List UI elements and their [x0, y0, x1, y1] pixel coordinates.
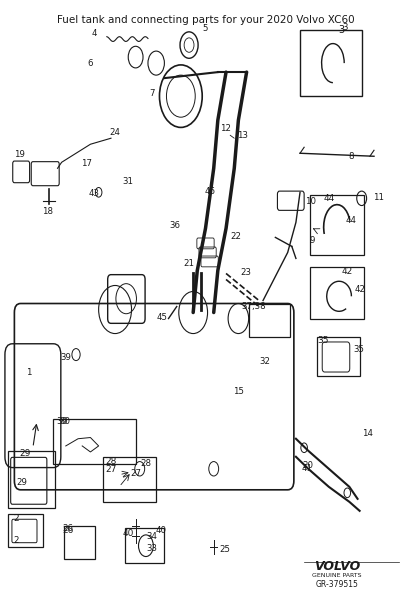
Text: 24: 24: [110, 128, 120, 136]
Text: VOLVO: VOLVO: [314, 560, 360, 573]
Text: 19: 19: [14, 150, 25, 159]
Text: 25: 25: [219, 546, 230, 554]
Text: 28: 28: [105, 457, 117, 466]
Text: 22: 22: [231, 232, 242, 240]
Text: 29: 29: [19, 450, 30, 458]
Text: 44: 44: [323, 194, 335, 203]
Text: 27: 27: [130, 469, 141, 478]
Text: 20: 20: [302, 462, 313, 470]
Text: 18: 18: [42, 207, 53, 216]
Text: 39: 39: [60, 353, 71, 362]
Text: 10: 10: [305, 197, 316, 206]
Text: 15: 15: [233, 388, 244, 396]
Text: 3: 3: [338, 25, 344, 35]
Text: 2: 2: [14, 537, 19, 545]
Text: 1: 1: [26, 368, 32, 377]
Text: 42: 42: [354, 285, 365, 294]
Text: 3: 3: [342, 23, 348, 31]
Text: 29: 29: [16, 478, 27, 486]
Text: Fuel tank and connecting parts for your 2020 Volvo XC60: Fuel tank and connecting parts for your …: [57, 15, 354, 25]
Text: 42: 42: [342, 267, 353, 276]
Text: 12: 12: [220, 124, 231, 132]
Text: 32: 32: [260, 358, 270, 366]
Text: 7: 7: [149, 89, 155, 97]
Text: 34: 34: [147, 532, 157, 540]
Text: 14: 14: [363, 430, 373, 438]
Text: 35: 35: [317, 337, 329, 345]
Text: 2: 2: [14, 514, 19, 522]
Text: 21: 21: [184, 259, 194, 267]
Text: 35: 35: [353, 346, 364, 354]
Text: 5: 5: [203, 24, 208, 32]
Text: 4: 4: [92, 29, 97, 38]
Text: 6: 6: [88, 59, 93, 67]
Text: 27: 27: [105, 466, 117, 474]
Text: 36: 36: [169, 221, 180, 230]
Text: 44: 44: [346, 216, 357, 225]
Text: 33: 33: [147, 544, 157, 552]
Text: 11: 11: [373, 193, 383, 201]
Text: 26: 26: [62, 525, 73, 533]
Text: 28: 28: [141, 460, 151, 468]
Text: 37,38: 37,38: [242, 302, 266, 311]
Text: 30: 30: [56, 418, 67, 426]
Text: 40: 40: [122, 529, 134, 537]
Text: GENUINE PARTS: GENUINE PARTS: [312, 573, 362, 578]
Text: 23: 23: [240, 269, 251, 277]
Text: 8: 8: [349, 152, 354, 160]
Text: 40: 40: [156, 526, 167, 534]
Text: 17: 17: [81, 159, 92, 168]
Text: 30: 30: [59, 418, 70, 426]
Text: 43: 43: [89, 189, 100, 198]
Text: 9: 9: [309, 236, 315, 245]
Text: 41: 41: [302, 465, 313, 473]
Text: 26: 26: [62, 526, 74, 534]
Text: 45: 45: [157, 313, 167, 322]
Text: 31: 31: [122, 177, 133, 186]
Text: 13: 13: [237, 131, 248, 139]
Text: 46: 46: [204, 187, 215, 195]
Text: GR-379515: GR-379515: [316, 580, 358, 588]
